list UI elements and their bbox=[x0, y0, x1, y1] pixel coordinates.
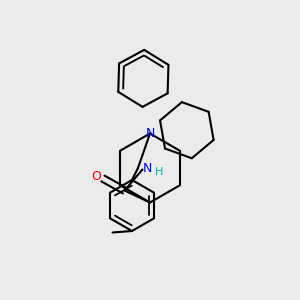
Text: H: H bbox=[155, 167, 163, 177]
Text: N: N bbox=[145, 127, 155, 140]
Text: O: O bbox=[92, 170, 101, 184]
Text: N: N bbox=[143, 162, 153, 175]
